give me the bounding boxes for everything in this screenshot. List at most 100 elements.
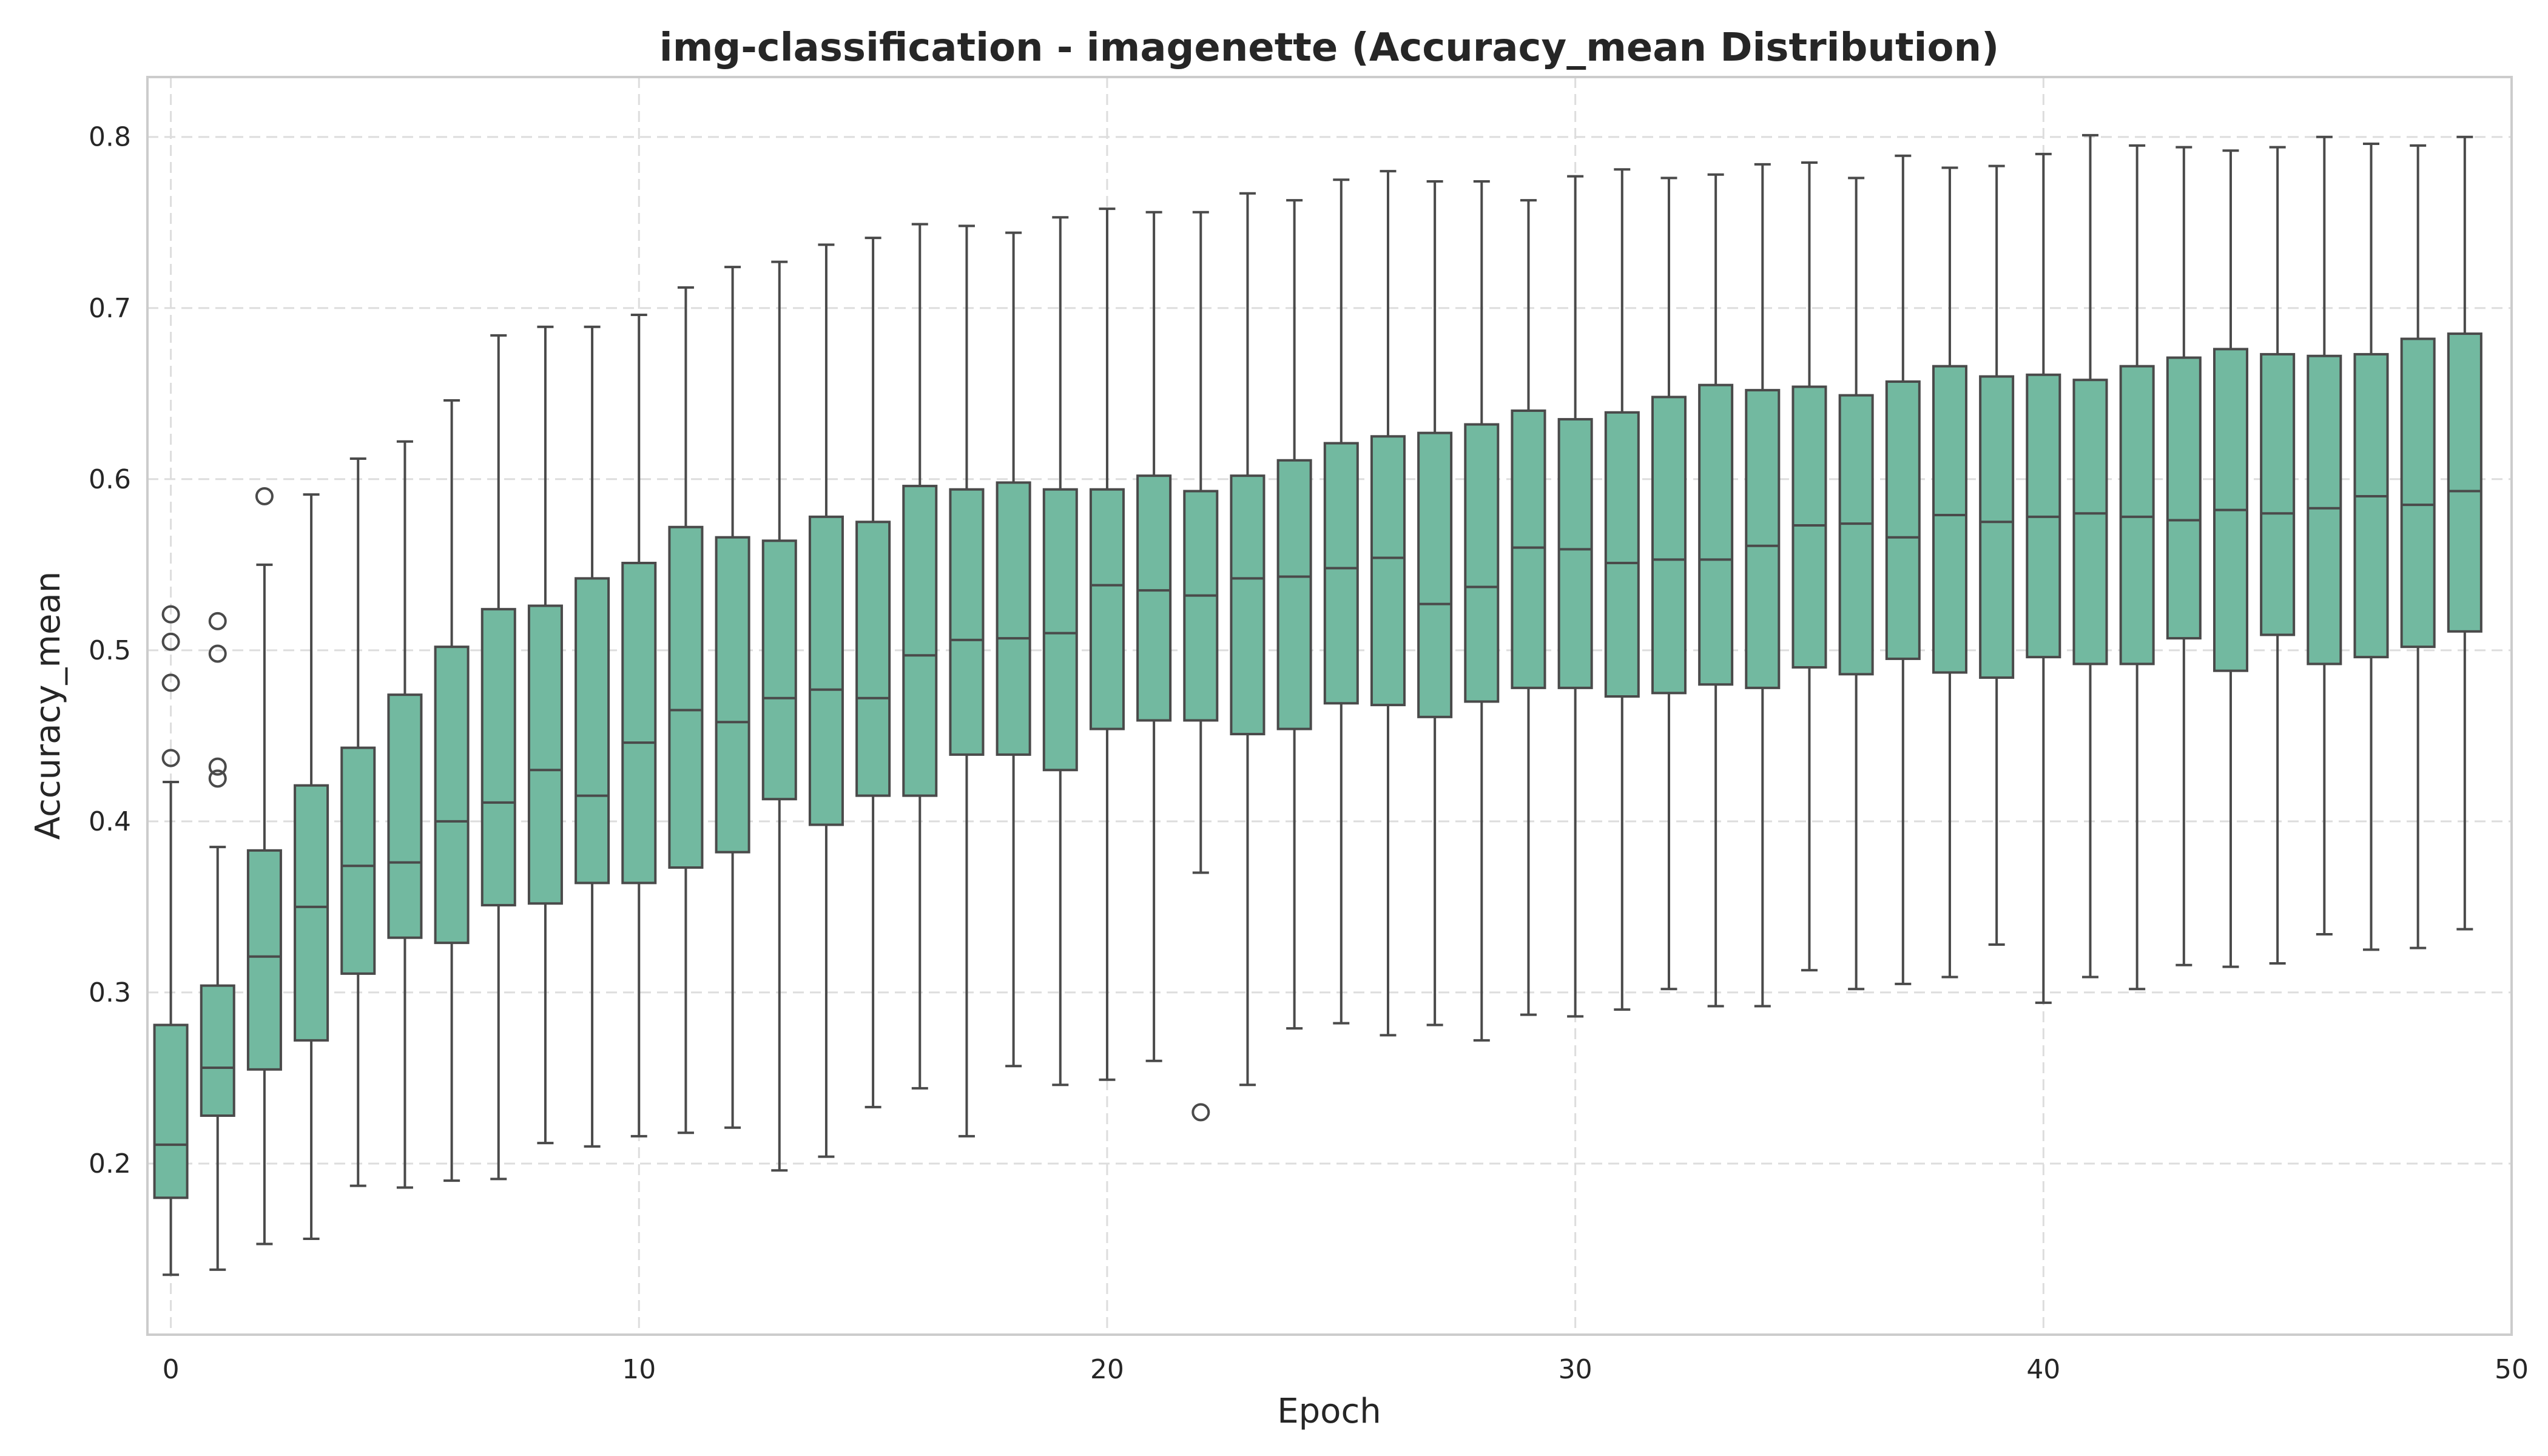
iqr-box (1370, 435, 1406, 707)
iqr-box (1932, 365, 1967, 674)
outlier-point (1191, 1103, 1210, 1122)
iqr-box (1885, 380, 1921, 660)
x-tick-label: 20 (1090, 1354, 1124, 1385)
box-epoch-0 (153, 605, 189, 1276)
iqr-box (246, 849, 282, 1071)
outlier-point (208, 757, 227, 776)
box-epoch-2 (246, 487, 282, 1245)
iqr-box (1745, 389, 1781, 689)
outlier-point (208, 644, 227, 663)
box-epoch-28 (1464, 180, 1500, 1042)
box-epoch-49 (2447, 135, 2482, 931)
y-tick-label: 0.8 (89, 122, 131, 153)
box-epoch-30 (1557, 175, 1593, 1018)
box-epoch-41 (2072, 133, 2108, 979)
iqr-box (480, 608, 516, 907)
box-epoch-25 (1323, 178, 1359, 1025)
iqr-box (1979, 375, 2015, 679)
box-epoch-20 (1089, 207, 1125, 1081)
box-epoch-48 (2400, 144, 2436, 949)
iqr-box (2166, 356, 2202, 640)
iqr-box (1089, 488, 1125, 730)
box-epoch-35 (1791, 161, 1827, 972)
box-epoch-12 (715, 266, 750, 1129)
box-epoch-7 (480, 334, 516, 1181)
y-tick-label: 0.2 (89, 1148, 131, 1179)
box-epoch-19 (1042, 216, 1078, 1087)
box-epoch-11 (668, 286, 704, 1134)
box-epoch-15 (855, 237, 891, 1108)
iqr-box (1042, 488, 1078, 772)
iqr-box (808, 515, 844, 826)
box-epoch-4 (340, 457, 376, 1187)
outlier-point (161, 605, 180, 624)
iqr-box (2307, 354, 2342, 666)
box-epoch-26 (1370, 170, 1406, 1037)
iqr-box (761, 539, 797, 801)
x-tick-label: 10 (622, 1354, 656, 1385)
iqr-box (902, 485, 938, 797)
box-epoch-16 (902, 223, 938, 1090)
box-epoch-32 (1651, 177, 1687, 991)
box-epoch-6 (434, 399, 470, 1182)
iqr-box (2353, 352, 2389, 659)
box-epoch-39 (1979, 164, 2015, 946)
iqr-box (855, 521, 891, 797)
box-epoch-47 (2353, 142, 2389, 951)
y-tick-label: 0.6 (89, 464, 131, 495)
iqr-box (996, 481, 1031, 756)
y-axis-ticks: 0.2 0.3 0.4 0.5 0.6 0.7 0.8 (89, 122, 131, 1179)
iqr-box (2447, 332, 2482, 633)
outlier-point (161, 632, 180, 651)
box-epoch-46 (2307, 135, 2342, 936)
outlier-point (161, 749, 180, 767)
y-tick-label: 0.4 (89, 806, 131, 837)
iqr-box (1323, 442, 1359, 705)
iqr-box (1276, 459, 1312, 730)
iqr-box (1417, 431, 1453, 718)
box-epoch-5 (387, 440, 423, 1189)
iqr-box (621, 561, 657, 885)
box-epoch-34 (1745, 163, 1781, 1008)
box-epoch-23 (1230, 192, 1266, 1087)
x-tick-label: 40 (2026, 1354, 2060, 1385)
box-epoch-33 (1698, 173, 1734, 1008)
chart-title: img-classification - imagenette (Accurac… (659, 25, 2000, 70)
box-epoch-8 (527, 325, 563, 1145)
box-epoch-43 (2166, 146, 2202, 966)
box-epoch-13 (761, 260, 797, 1172)
iqr-box (1698, 383, 1734, 686)
box-epoch-40 (2026, 152, 2061, 1004)
iqr-box (949, 488, 985, 756)
iqr-box (715, 536, 750, 854)
outlier-point (161, 673, 180, 692)
plot-frame (146, 76, 2513, 1336)
x-axis-ticks: 0 10 20 30 40 50 (163, 1354, 2529, 1385)
y-tick-label: 0.3 (89, 977, 131, 1008)
iqr-box (1183, 490, 1219, 722)
iqr-box (2260, 352, 2296, 636)
iqr-box (294, 784, 329, 1042)
iqr-box (1791, 385, 1827, 669)
box-epoch-9 (575, 325, 610, 1148)
iqr-box (575, 577, 610, 885)
iqr-box (340, 746, 376, 975)
iqr-box (200, 984, 235, 1117)
y-tick-label: 0.5 (89, 635, 131, 666)
box-epoch-3 (294, 493, 329, 1241)
iqr-box (527, 604, 563, 905)
box-epoch-17 (949, 224, 985, 1138)
box-epoch-24 (1276, 199, 1312, 1030)
iqr-box (2072, 379, 2108, 666)
box-epoch-27 (1417, 180, 1453, 1026)
iqr-box (1511, 409, 1546, 689)
iqr-box (668, 525, 704, 869)
box-epoch-31 (1604, 168, 1640, 1011)
box-epoch-22 (1183, 211, 1219, 1122)
box-epoch-29 (1511, 199, 1546, 1016)
box-epoch-36 (1838, 177, 1874, 991)
iqr-box (434, 645, 470, 945)
box-epoch-42 (2119, 144, 2155, 991)
outlier-point (255, 487, 274, 505)
